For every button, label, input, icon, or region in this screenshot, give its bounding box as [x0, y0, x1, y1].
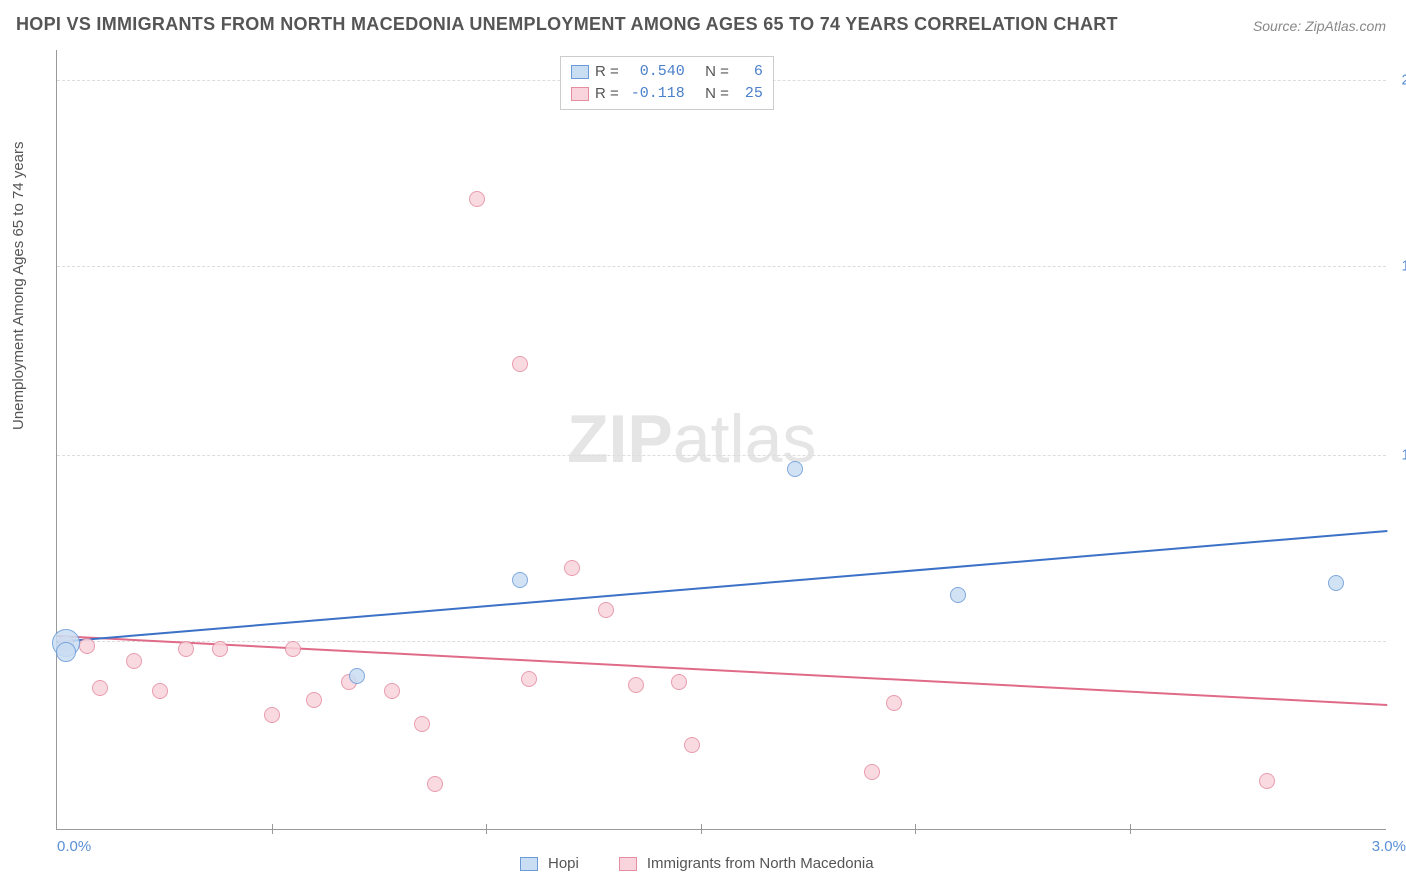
n-value: 6 [735, 61, 763, 83]
chart-title: HOPI VS IMMIGRANTS FROM NORTH MACEDONIA … [16, 14, 1118, 35]
pink-swatch-icon [619, 857, 637, 871]
pink-point [92, 680, 108, 696]
pink-point [79, 638, 95, 654]
watermark: ZIPatlas [567, 400, 816, 478]
y-tick-label: 12.5% [1401, 447, 1406, 464]
pink-point [306, 692, 322, 708]
y-tick-label: 18.8% [1401, 258, 1406, 275]
blue-point [787, 461, 803, 477]
pink-point [264, 707, 280, 723]
pink-point [1259, 773, 1275, 789]
gridline [57, 641, 1386, 642]
blue-point [349, 668, 365, 684]
r-label: R = [595, 83, 619, 105]
pink-point [285, 641, 301, 657]
correlation-stats-legend: R = 0.540 N = 6 R = -0.118 N = 25 [560, 56, 774, 110]
pink-point [886, 695, 902, 711]
r-label: R = [595, 61, 619, 83]
pink-point [864, 764, 880, 780]
blue-point [1328, 575, 1344, 591]
pink-point [384, 683, 400, 699]
pink-point [684, 737, 700, 753]
blue-point [950, 587, 966, 603]
pink-trendline [57, 635, 1387, 706]
x-tick-label: 3.0% [1372, 838, 1406, 855]
pink-point [628, 677, 644, 693]
blue-swatch-icon [571, 65, 589, 79]
blue-swatch-icon [520, 857, 538, 871]
pink-point [212, 641, 228, 657]
pink-point [414, 716, 430, 732]
watermark-zip: ZIP [567, 401, 673, 477]
pink-swatch-icon [571, 87, 589, 101]
legend-label-pink: Immigrants from North Macedonia [647, 855, 874, 872]
pink-point [427, 776, 443, 792]
x-tick-mark [1130, 824, 1131, 834]
x-tick-label: 0.0% [57, 838, 91, 855]
pink-point [564, 560, 580, 576]
stats-row-pink: R = -0.118 N = 25 [571, 83, 763, 105]
n-label: N = [705, 83, 729, 105]
x-tick-mark [486, 824, 487, 834]
pink-point [469, 191, 485, 207]
r-value: -0.118 [625, 83, 685, 105]
x-tick-mark [915, 824, 916, 834]
y-axis-label: Unemployment Among Ages 65 to 74 years [10, 141, 27, 430]
pink-point [512, 356, 528, 372]
n-value: 25 [735, 83, 763, 105]
pink-point [598, 602, 614, 618]
legend-label-blue: Hopi [548, 855, 579, 872]
y-tick-label: 25.0% [1401, 72, 1406, 89]
r-value: 0.540 [625, 61, 685, 83]
x-tick-mark [272, 824, 273, 834]
blue-point [512, 572, 528, 588]
gridline [57, 455, 1386, 456]
pink-point [126, 653, 142, 669]
pink-point [178, 641, 194, 657]
pink-point [671, 674, 687, 690]
pink-point [521, 671, 537, 687]
blue-trendline [57, 530, 1387, 643]
series-legend: Hopi Immigrants from North Macedonia [520, 855, 904, 872]
n-label: N = [705, 61, 729, 83]
pink-point [152, 683, 168, 699]
gridline [57, 266, 1386, 267]
source-attribution: Source: ZipAtlas.com [1253, 18, 1386, 34]
plot-area: ZIPatlas 6.3%12.5%18.8%25.0%0.0%3.0% [56, 50, 1386, 830]
blue-point [56, 642, 76, 662]
x-tick-mark [701, 824, 702, 834]
stats-row-blue: R = 0.540 N = 6 [571, 61, 763, 83]
